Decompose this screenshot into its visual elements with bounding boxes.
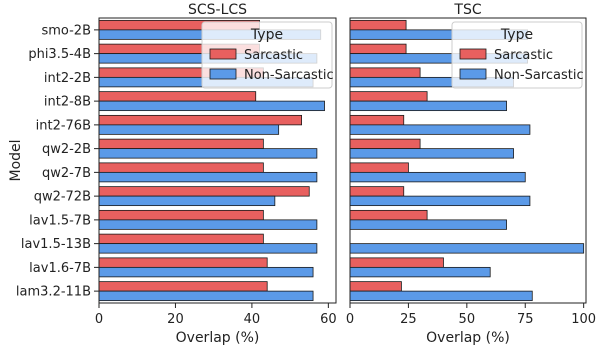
bar-sarcastic	[98, 114, 302, 126]
bar-non-sarcastic	[349, 266, 491, 278]
bar-non-sarcastic	[349, 124, 531, 135]
legend-label: Non-Sarcastic	[494, 68, 584, 83]
y-tick-label: qw2-72B	[34, 190, 91, 205]
legend-swatch-non-sarcastic	[459, 68, 487, 80]
bar-non-sarcastic	[98, 266, 314, 278]
legend-label: Sarcastic	[494, 48, 553, 63]
bar-non-sarcastic	[349, 148, 514, 159]
y-tick-label: int2-2B	[44, 71, 91, 86]
bar-non-sarcastic	[98, 171, 318, 183]
y-tick-label: phi3.5-4B	[28, 47, 91, 62]
bar-non-sarcastic	[98, 243, 318, 254]
y-tick-label: int2-8B	[44, 95, 91, 110]
legend-label: Non-Sarcastic	[244, 68, 334, 83]
y-tick-label: qw2-2B	[42, 142, 91, 157]
bar-sarcastic	[349, 186, 405, 197]
x-tick-label: 40	[244, 312, 261, 327]
panel-title: SCS-LCS	[188, 2, 247, 18]
bar-sarcastic	[349, 138, 421, 150]
x-tick-label: 0	[95, 312, 103, 327]
bar-sarcastic	[98, 138, 264, 150]
bar-non-sarcastic	[349, 219, 507, 230]
bar-sarcastic	[349, 162, 409, 173]
x-tick-label: 60	[320, 312, 337, 327]
bar-sarcastic	[349, 209, 428, 221]
x-tick-label: 20	[167, 312, 184, 327]
bar-non-sarcastic	[98, 290, 314, 302]
bar-non-sarcastic	[98, 195, 276, 207]
y-axis-title: Model	[8, 139, 24, 181]
bar-non-sarcastic	[98, 219, 318, 230]
bar-non-sarcastic	[98, 100, 325, 112]
x-tick-label: 25	[400, 312, 417, 327]
bar-sarcastic	[98, 209, 264, 221]
bar-sarcastic	[349, 281, 402, 292]
x-axis-title: Overlap (%)	[426, 330, 510, 346]
bar-non-sarcastic	[349, 100, 507, 112]
bar-non-sarcastic	[349, 290, 533, 302]
legend-title: Type	[500, 27, 533, 43]
plot-frame	[98, 17, 337, 304]
bar-non-sarcastic	[98, 148, 318, 159]
legend-swatch-sarcastic	[209, 48, 237, 60]
bar-non-sarcastic	[98, 124, 280, 135]
y-tick-label: lav1.5-7B	[29, 213, 91, 228]
legend-swatch-non-sarcastic	[209, 68, 237, 80]
bar-non-sarcastic	[349, 195, 531, 207]
bar-sarcastic	[349, 43, 407, 55]
panel-title: TSC	[453, 2, 481, 18]
legend-label: Sarcastic	[244, 48, 303, 63]
bar-sarcastic	[349, 257, 444, 268]
y-tick-label: lav1.5-13B	[21, 237, 91, 252]
x-tick-label: 75	[517, 312, 534, 327]
bar-sarcastic	[98, 281, 268, 292]
legend-title: Type	[250, 27, 283, 43]
y-tick-label: lav1.6-7B	[29, 261, 91, 276]
bar-sarcastic	[349, 114, 405, 126]
legend-swatch-sarcastic	[459, 48, 487, 60]
bar-sarcastic	[98, 162, 264, 173]
y-tick-label: int2-76B	[36, 118, 91, 133]
bar-sarcastic	[98, 91, 257, 102]
y-tick-label: qw2-7B	[42, 166, 91, 181]
bar-sarcastic	[349, 91, 428, 102]
y-tick-label: smo-2B	[41, 23, 91, 38]
bar-sarcastic	[349, 67, 421, 78]
bar-non-sarcastic	[349, 243, 585, 254]
x-axis-title: Overlap (%)	[176, 330, 260, 346]
bar-non-sarcastic	[349, 171, 526, 183]
bar-sarcastic	[98, 186, 310, 197]
y-tick-label: lam3.2-11B	[16, 285, 91, 300]
bar-sarcastic	[98, 257, 268, 268]
x-tick-label: 100	[571, 312, 596, 327]
bar-sarcastic	[98, 233, 264, 245]
x-tick-label: 50	[459, 312, 476, 327]
plot-frame	[349, 17, 587, 304]
bar-sarcastic	[349, 19, 407, 31]
x-tick-label: 0	[346, 312, 354, 327]
